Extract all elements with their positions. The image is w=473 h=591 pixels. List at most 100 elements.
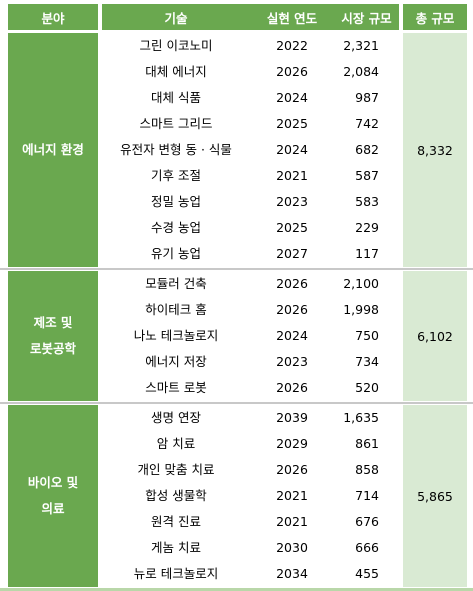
market-size-cell: 861 [355, 436, 379, 451]
category-cell: 에너지 환경 [8, 33, 98, 267]
tech-cell: 모듈러 건축 [145, 276, 207, 291]
tech-cell: 유전자 변형 동 · 식물 [120, 142, 232, 157]
table-row: 스마트 그리드 2025 742 [102, 111, 399, 137]
table-row: 원격 진료 2021 676 [102, 509, 399, 535]
group-divider [0, 402, 473, 404]
header-total: 총 규모 [403, 4, 467, 30]
year-cell: 2024 [276, 142, 308, 157]
year-cell: 2024 [276, 90, 308, 105]
market-size-cell: 2,321 [343, 38, 379, 53]
year-cell: 2021 [276, 514, 308, 529]
market-size-cell: 587 [355, 168, 379, 183]
market-size-cell: 987 [355, 90, 379, 105]
table-row: 기후 조절 2021 587 [102, 163, 399, 189]
tech-cell: 개인 맞춤 치료 [137, 462, 215, 477]
market-size-cell: 742 [355, 116, 379, 131]
table-row: 대체 식품 2024 987 [102, 85, 399, 111]
year-cell: 2039 [276, 410, 308, 425]
category-label: 에너지 환경 [22, 142, 84, 157]
tech-cell: 스마트 그리드 [139, 116, 213, 131]
tech-cell: 정밀 농업 [151, 194, 201, 209]
market-size-cell: 2,084 [343, 64, 379, 79]
market-size-cell: 2,100 [343, 276, 379, 291]
table-row: 생명 연장 2039 1,635 [102, 405, 399, 431]
tech-cell: 암 치료 [156, 436, 196, 451]
year-cell: 2023 [276, 194, 308, 209]
header-market: 시장 규모 [334, 4, 399, 30]
category-label: 바이오 및 [27, 475, 79, 490]
market-size-cell: 734 [355, 354, 379, 369]
tech-cell: 기후 조절 [151, 168, 201, 183]
table-row: 정밀 농업 2023 583 [102, 189, 399, 215]
year-cell: 2021 [276, 168, 308, 183]
tech-cell: 그린 이코노미 [139, 38, 213, 53]
table-row: 나노 테크놀로지 2024 750 [102, 323, 399, 349]
table-row: 스마트 로봇 2026 520 [102, 375, 399, 401]
year-cell: 2026 [276, 380, 308, 395]
table-row: 에너지 저장 2023 734 [102, 349, 399, 375]
tech-cell: 뉴로 테크놀로지 [133, 566, 219, 581]
year-cell: 2025 [276, 116, 308, 131]
tech-cell: 게놈 치료 [151, 540, 201, 555]
table-row: 모듈러 건축 2026 2,100 [102, 271, 399, 297]
market-size-cell: 858 [355, 462, 379, 477]
year-cell: 2026 [276, 276, 308, 291]
market-size-cell: 520 [355, 380, 379, 395]
tech-cell: 대체 에너지 [145, 64, 207, 79]
header-year: 실현 연도 [250, 4, 334, 30]
table-row: 유기 농업 2027 117 [102, 241, 399, 267]
table-row: 대체 에너지 2026 2,084 [102, 59, 399, 85]
year-cell: 2024 [276, 328, 308, 343]
total-cell: 6,102 [403, 271, 467, 401]
year-cell: 2026 [276, 302, 308, 317]
year-cell: 2034 [276, 566, 308, 581]
year-cell: 2021 [276, 488, 308, 503]
year-cell: 2026 [276, 462, 308, 477]
total-cell: 8,332 [403, 33, 467, 267]
market-size-cell: 714 [355, 488, 379, 503]
market-size-cell: 1,998 [343, 302, 379, 317]
year-cell: 2030 [276, 540, 308, 555]
market-size-cell: 117 [355, 246, 379, 261]
year-cell: 2029 [276, 436, 308, 451]
tech-cell: 생명 연장 [151, 410, 201, 425]
tech-cell: 스마트 로봇 [145, 380, 207, 395]
tech-cell: 합성 생물학 [145, 488, 207, 503]
category-label: 로봇공학 [29, 341, 76, 356]
table-row: 합성 생물학 2021 714 [102, 483, 399, 509]
header-tech: 기술 [102, 4, 250, 30]
group-divider [0, 268, 473, 270]
market-size-cell: 229 [355, 220, 379, 235]
tech-cell: 유기 농업 [151, 246, 201, 261]
market-size-cell: 750 [355, 328, 379, 343]
category-label: 제조 및 [33, 315, 73, 330]
table-row: 암 치료 2029 861 [102, 431, 399, 457]
table-row: 개인 맞춤 치료 2026 858 [102, 457, 399, 483]
table-row: 뉴로 테크놀로지 2034 455 [102, 561, 399, 587]
table-row: 그린 이코노미 2022 2,321 [102, 33, 399, 59]
market-size-cell: 583 [355, 194, 379, 209]
table-row: 하이테크 홈 2026 1,998 [102, 297, 399, 323]
total-cell: 5,865 [403, 405, 467, 587]
tech-cell: 에너지 저장 [145, 354, 207, 369]
tech-cell: 나노 테크놀로지 [133, 328, 219, 343]
market-size-cell: 455 [355, 566, 379, 581]
tech-cell: 대체 식품 [151, 90, 201, 105]
tech-cell: 원격 진료 [151, 514, 201, 529]
table-row: 게놈 치료 2030 666 [102, 535, 399, 561]
year-cell: 2025 [276, 220, 308, 235]
year-cell: 2027 [276, 246, 308, 261]
tech-cell: 하이테크 홈 [145, 302, 207, 317]
market-size-cell: 666 [355, 540, 379, 555]
year-cell: 2022 [276, 38, 308, 53]
header-field: 분야 [8, 4, 98, 30]
table-row: 유전자 변형 동 · 식물 2024 682 [102, 137, 399, 163]
market-size-cell: 682 [355, 142, 379, 157]
market-size-cell: 1,635 [343, 410, 379, 425]
market-size-cell: 676 [355, 514, 379, 529]
tech-cell: 수경 농업 [151, 220, 201, 235]
category-label: 의료 [41, 501, 65, 516]
